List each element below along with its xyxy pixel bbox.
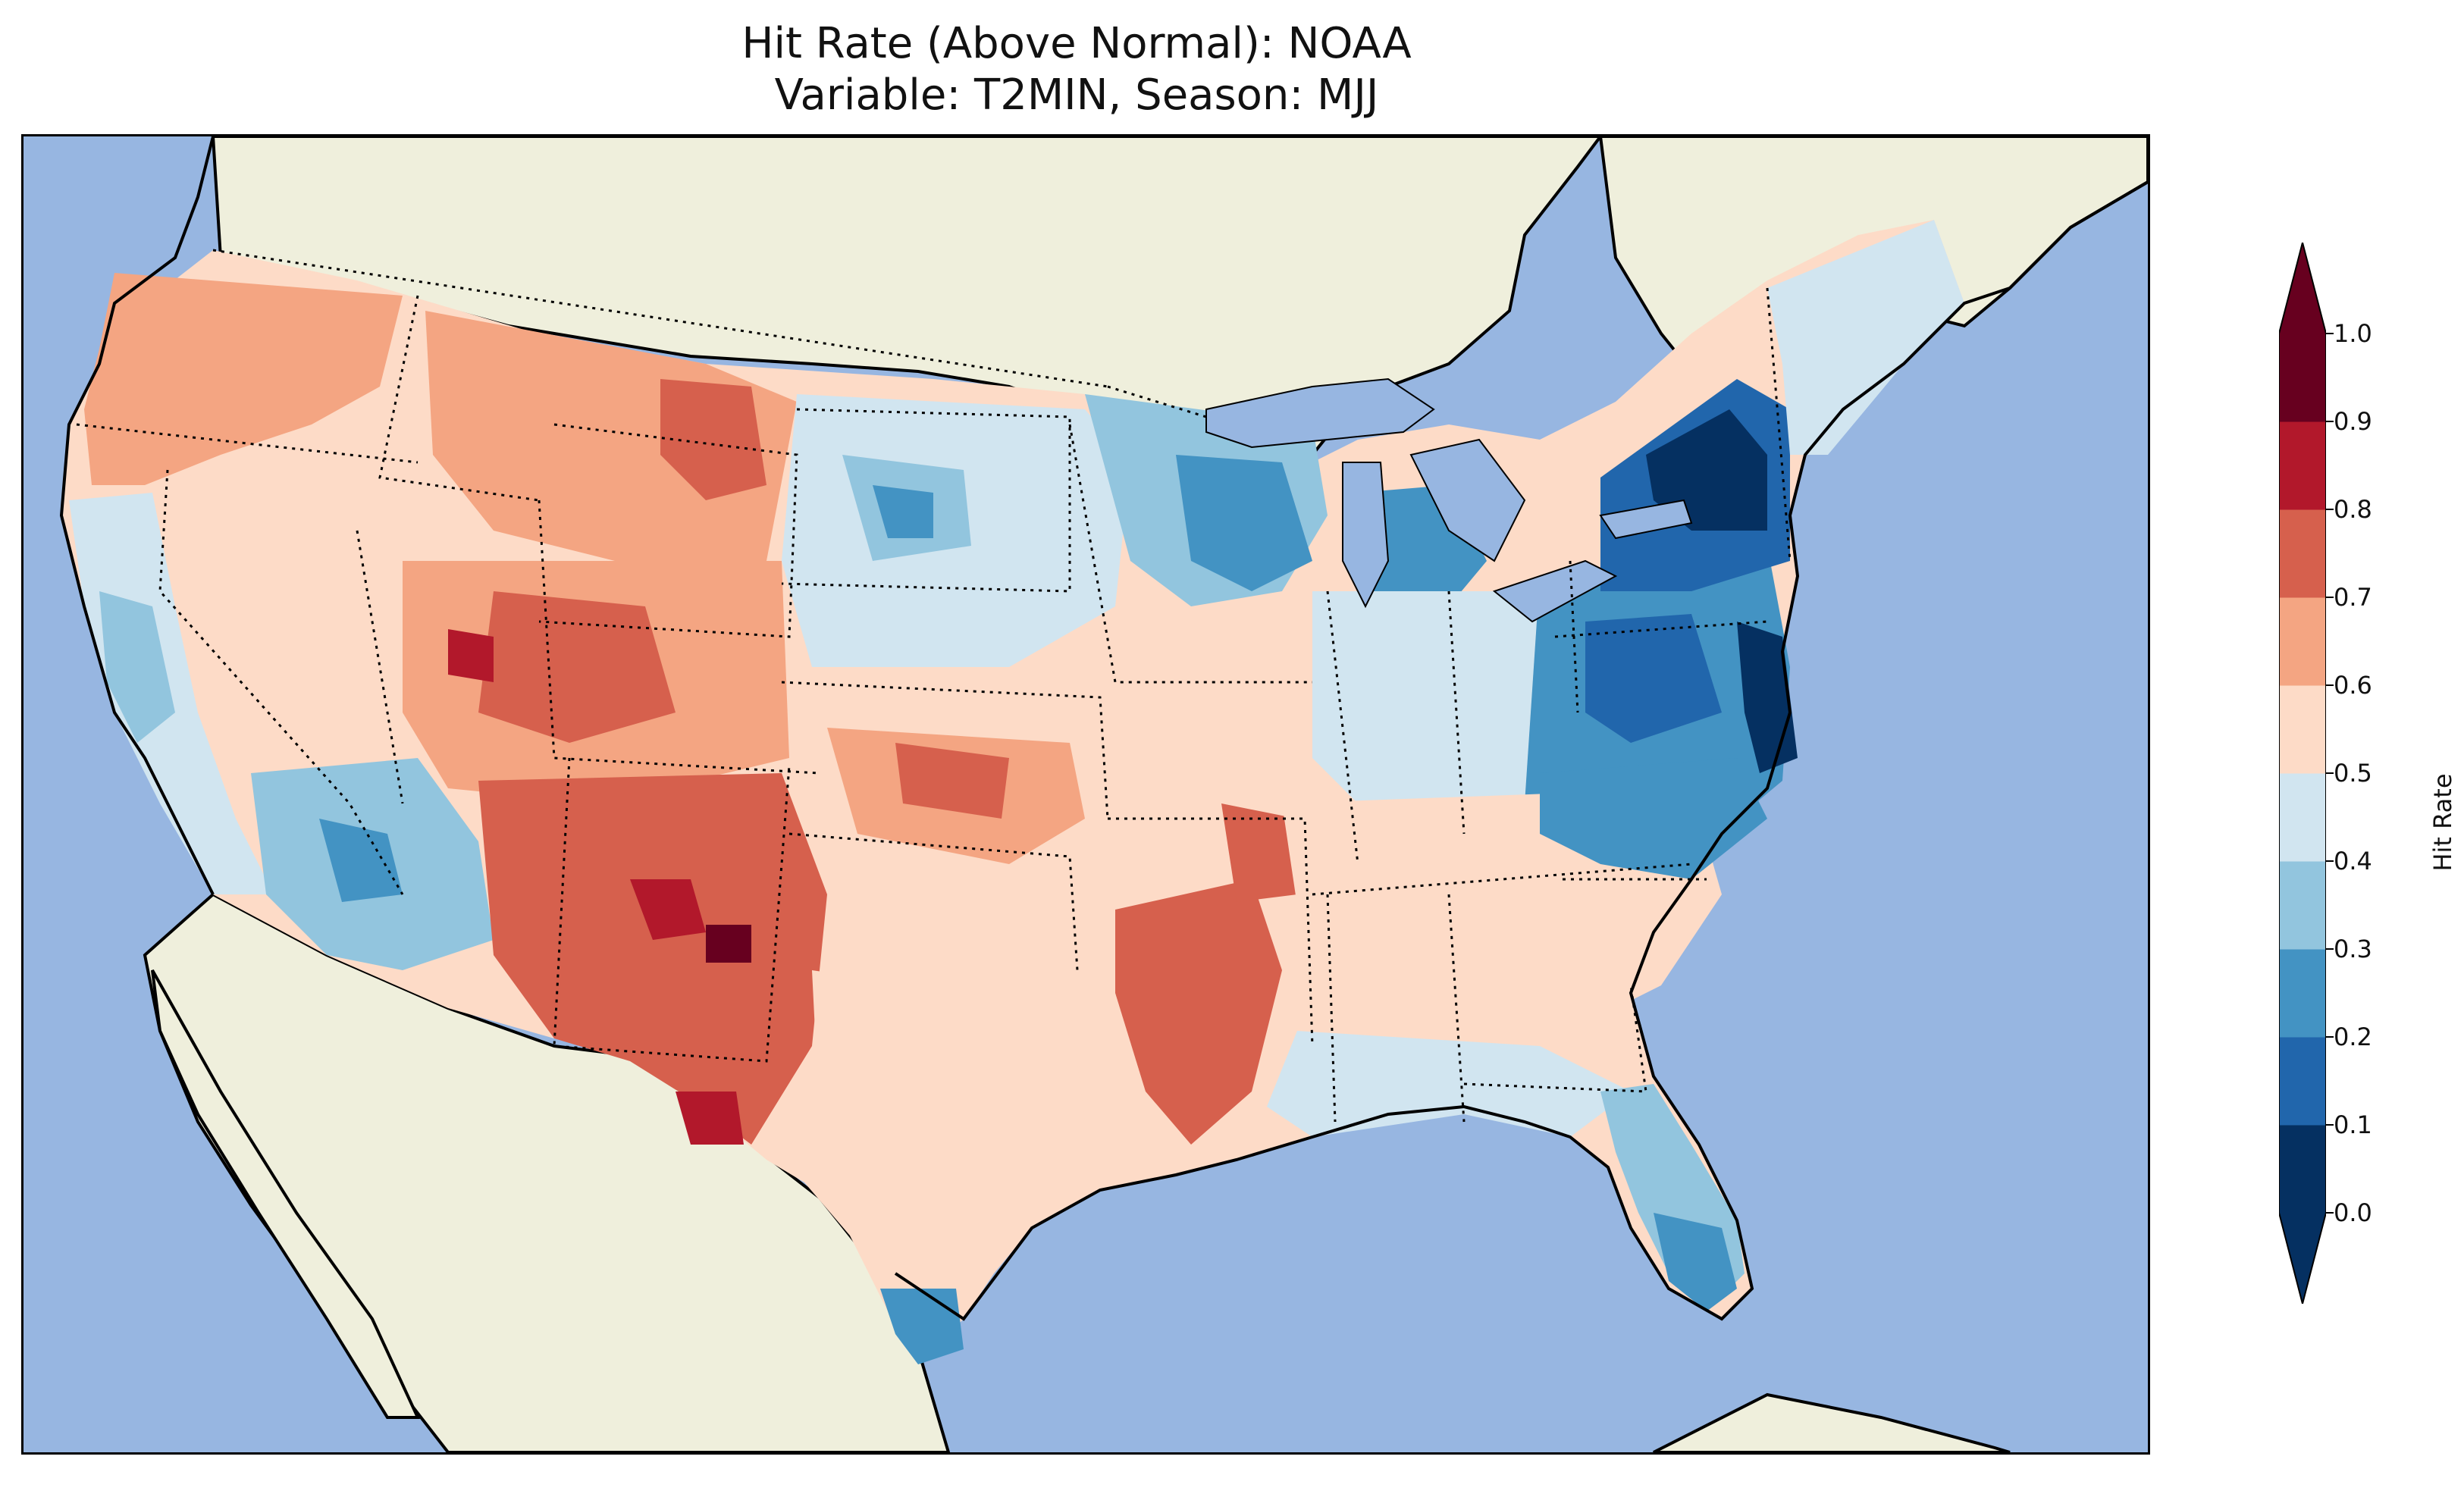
gulf-coast-line [894, 180, 2148, 1321]
colorbar-tick-label: 0.5 [2326, 759, 2372, 788]
colorbar-segment [2279, 949, 2326, 1038]
colorbar-tick-label: 0.7 [2326, 583, 2372, 612]
colorbar-tick-label: 0.9 [2326, 407, 2372, 436]
lake-superior [1205, 377, 1435, 449]
colorbar-segment [2279, 334, 2326, 422]
lake-huron [1409, 438, 1526, 562]
colorbar-segment [2279, 773, 2326, 862]
region-central-texas [812, 970, 1085, 1289]
border-wy [538, 423, 798, 638]
border-ne-ks [781, 681, 1109, 819]
colorbar-tick-label: 1.0 [2326, 319, 2372, 348]
colorbar-tick-label: 0.1 [2326, 1110, 2372, 1139]
region-utah-hot [448, 629, 494, 682]
state-borders [76, 249, 1792, 1123]
colorbar [2279, 243, 2326, 1304]
border-tx-ok [788, 832, 1079, 971]
colorbar-segment [2279, 509, 2326, 598]
figure-title: Hit Rate (Above Normal): NOAA Variable: … [0, 18, 2153, 121]
border-il-in [1326, 590, 1466, 865]
region-new-mexico-texas-west [478, 773, 827, 1145]
region-wisconsin-core [1176, 455, 1312, 591]
colorbar-tick-label: 0.8 [2326, 495, 2372, 524]
border-mn-ia [1068, 424, 1312, 684]
colorbar-tick-label: 0.4 [2326, 847, 2372, 875]
border-ut-co [538, 500, 820, 775]
colorbar-segment [2279, 1037, 2326, 1126]
border-ca-nv [158, 469, 404, 895]
region-west-texas-hot [676, 1092, 744, 1145]
region-southwest-core [319, 819, 403, 902]
colorbar-tick-label: 0.0 [2326, 1198, 2372, 1227]
title-line-1: Hit Rate (Above Normal): NOAA [741, 19, 1412, 68]
border-oh-pa [1554, 560, 1768, 713]
lake-erie [1492, 559, 1618, 623]
lake-michigan [1342, 462, 1390, 609]
region-florida-tip [1654, 1213, 1737, 1311]
colorbar-label: Hit Rate [2428, 773, 2457, 872]
region-california-coast [69, 493, 274, 894]
west-coast [59, 136, 215, 895]
colorbar-segment [2279, 1125, 2326, 1214]
region-new-mexico-peak [706, 925, 751, 963]
border-ga-fl [1463, 985, 1647, 1093]
region-ohio-valley [1312, 591, 1585, 819]
region-dakota-core [873, 485, 933, 538]
region-lower-mississippi [1115, 879, 1282, 1145]
border-nm [553, 757, 791, 1063]
region-arkansas-hot [1221, 803, 1297, 902]
baja-peninsula [151, 969, 421, 1419]
coastlines [59, 136, 2148, 1321]
region-idaho-hot [660, 379, 766, 500]
land-layer [143, 136, 2148, 1452]
colorbar-segments [2279, 243, 2326, 1304]
title-line-2: Variable: T2MIN, Season: MJJ [774, 70, 1379, 120]
region-great-basin [175, 455, 418, 803]
region-kansas-hot [895, 743, 1009, 819]
region-south-texas-tip [880, 1289, 964, 1364]
lakes-layer [1205, 377, 1693, 623]
colorbar-extend-min [2279, 1213, 2326, 1304]
region-gulf-coast [1267, 1031, 1631, 1137]
colorbar-tick-label: 0.2 [2326, 1023, 2372, 1051]
region-california-inner [99, 591, 175, 743]
colorbar-extend-max [2279, 243, 2326, 334]
colorbar-segment [2279, 421, 2326, 510]
border-id-mt [378, 295, 540, 502]
cuba-land [1653, 1392, 2011, 1452]
region-new-york-core [1646, 409, 1767, 531]
lake-ontario [1599, 499, 1693, 540]
region-virginia-core [1585, 614, 1722, 743]
border-dakotas [781, 408, 1071, 593]
colorbar-segment [2279, 685, 2326, 774]
region-new-mexico-hot [630, 879, 706, 940]
region-new-england [1767, 220, 1964, 455]
map-svg [59, 136, 2148, 1452]
colorbar-tick-label: 0.3 [2326, 935, 2372, 963]
map-panel [21, 134, 2150, 1455]
colorbar-segment [2279, 861, 2326, 950]
region-utah-core [478, 591, 676, 743]
border-us-canada [212, 249, 1207, 418]
colorbar-segment [2279, 597, 2326, 686]
region-pacific-northwest [84, 273, 403, 485]
colorbar-tick-label: 0.6 [2326, 671, 2372, 700]
border-or-wa [76, 423, 419, 464]
